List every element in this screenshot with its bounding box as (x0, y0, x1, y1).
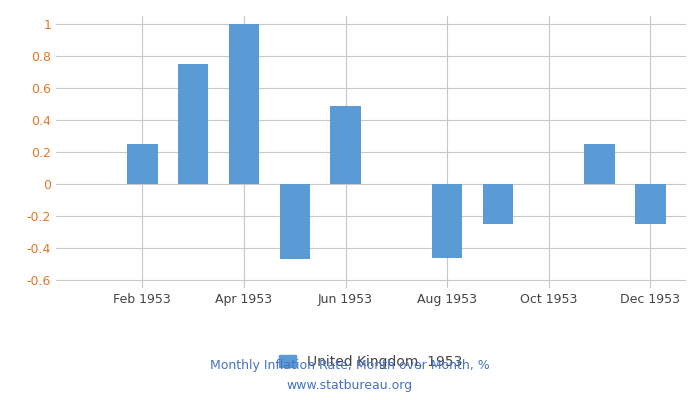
Bar (178, 64, 209, 184)
Text: Monthly Inflation Rate, Month over Month, %: Monthly Inflation Rate, Month over Month… (210, 360, 490, 372)
Legend: United Kingdom, 1953: United Kingdom, 1953 (274, 349, 468, 374)
Bar (584, 144, 615, 184)
Bar (127, 144, 158, 184)
Bar (483, 184, 513, 224)
Text: www.statbureau.org: www.statbureau.org (287, 380, 413, 392)
Bar (635, 184, 666, 224)
Bar (432, 184, 463, 258)
Bar (279, 184, 310, 259)
Bar (330, 106, 360, 184)
Bar (229, 24, 259, 184)
